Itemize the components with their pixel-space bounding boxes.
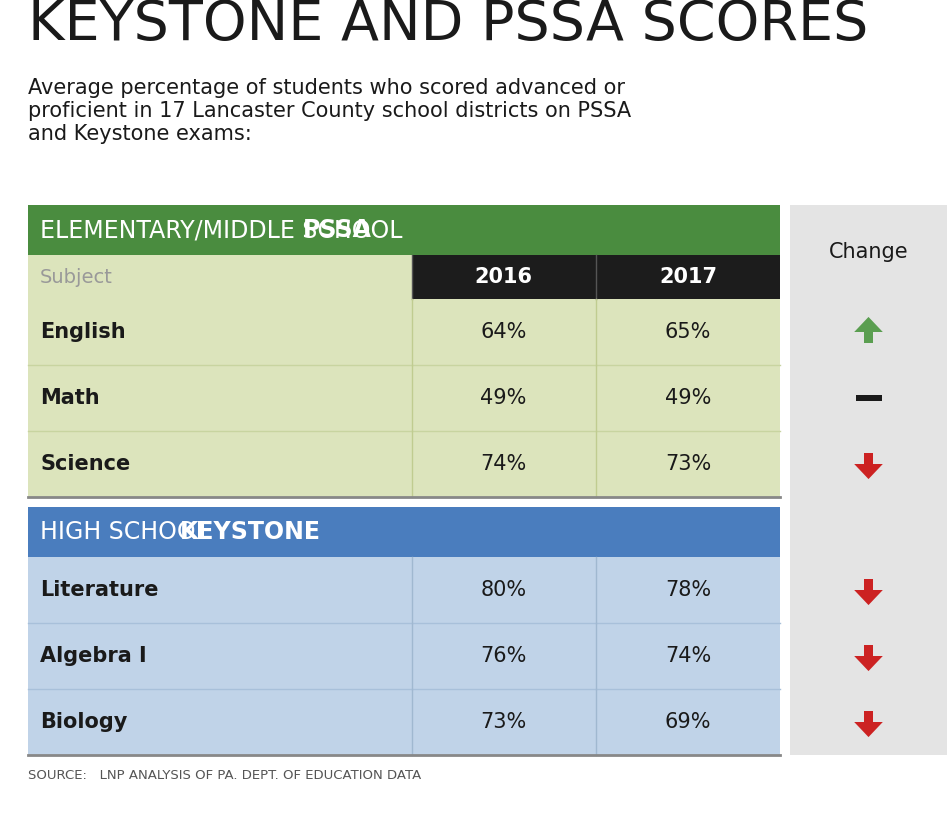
Text: 73%: 73% [665, 454, 711, 474]
Text: Science: Science [40, 454, 131, 474]
Bar [855, 395, 882, 401]
Text: HIGH SCHOOL: HIGH SCHOOL [40, 520, 216, 544]
Polygon shape [854, 317, 883, 332]
Text: English: English [40, 322, 126, 342]
Bar [790, 205, 947, 755]
Bar [28, 497, 790, 507]
Text: 49%: 49% [480, 388, 527, 408]
Polygon shape [854, 464, 883, 479]
Text: ELEMENTARY/MIDDLE SCHOOL: ELEMENTARY/MIDDLE SCHOOL [40, 218, 410, 242]
Text: 64%: 64% [480, 322, 527, 342]
Text: 80%: 80% [480, 580, 527, 600]
Text: 49%: 49% [665, 388, 711, 408]
Bar [28, 623, 780, 689]
Text: KEYSTONE: KEYSTONE [180, 520, 321, 544]
Bar [865, 645, 872, 656]
Text: 76%: 76% [480, 646, 527, 666]
Polygon shape [854, 722, 883, 737]
Text: 69%: 69% [665, 712, 711, 732]
Bar [28, 299, 780, 365]
Text: 65%: 65% [665, 322, 711, 342]
Bar [28, 255, 780, 299]
Text: KEYSTONE AND PSSA SCORES: KEYSTONE AND PSSA SCORES [28, 0, 868, 52]
Text: Literature: Literature [40, 580, 158, 600]
Text: 78%: 78% [665, 580, 711, 600]
Text: 2017: 2017 [659, 267, 717, 287]
Bar [28, 431, 780, 497]
Bar [28, 689, 780, 755]
Polygon shape [854, 590, 883, 605]
Text: Subject: Subject [40, 267, 113, 286]
Bar [28, 507, 780, 557]
Polygon shape [854, 656, 883, 671]
Text: Average percentage of students who scored advanced or
proficient in 17 Lancaster: Average percentage of students who score… [28, 78, 631, 144]
Text: Change: Change [829, 242, 908, 262]
Text: 73%: 73% [480, 712, 527, 732]
Bar [865, 453, 872, 464]
Text: Math: Math [40, 388, 99, 408]
Bar [865, 711, 872, 722]
Text: PSSA: PSSA [303, 218, 372, 242]
Bar [28, 557, 780, 623]
Text: Algebra I: Algebra I [40, 646, 147, 666]
Text: Biology: Biology [40, 712, 128, 732]
Text: 74%: 74% [665, 646, 711, 666]
Bar [865, 332, 872, 343]
Bar [28, 255, 412, 299]
Text: 2016: 2016 [474, 267, 532, 287]
Bar [28, 365, 780, 431]
Bar [28, 205, 780, 255]
Text: SOURCE:   LNP ANALYSIS OF PA. DEPT. OF EDUCATION DATA: SOURCE: LNP ANALYSIS OF PA. DEPT. OF EDU… [28, 769, 421, 782]
Text: 74%: 74% [480, 454, 527, 474]
Bar [865, 579, 872, 590]
